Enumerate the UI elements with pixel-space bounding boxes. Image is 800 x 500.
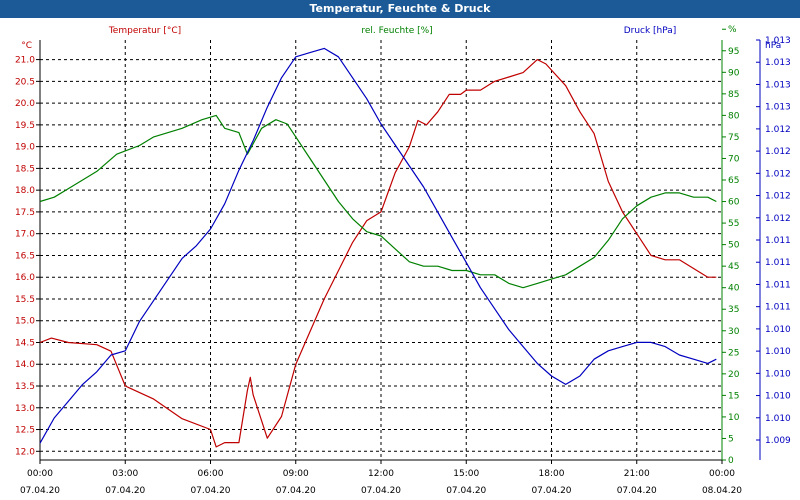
pressure-tick-label: 1.012 bbox=[765, 169, 791, 179]
x-tick-time: 12:00 bbox=[368, 469, 394, 479]
pressure-tick-label: 1.011 bbox=[765, 303, 791, 313]
pressure-tick-label: 1.013 bbox=[765, 36, 791, 46]
humidity-tick-label: 0 bbox=[728, 456, 734, 466]
temperature-tick-label: 15.5 bbox=[15, 295, 35, 305]
temperature-tick-label: 17.5 bbox=[15, 208, 35, 218]
temperature-tick-label: 12.5 bbox=[15, 426, 35, 436]
pressure-tick-label: 1.012 bbox=[765, 147, 791, 157]
pressure-tick-label: 1.013 bbox=[765, 103, 791, 113]
humidity-line bbox=[39, 114, 717, 289]
humidity-tick-label: 50 bbox=[728, 241, 740, 251]
temperature-tick-label: 15.0 bbox=[15, 317, 35, 327]
pressure-tick-label: 1.011 bbox=[765, 258, 791, 268]
x-tick-time: 18:00 bbox=[539, 469, 565, 479]
temperature-ticks: 12.0 12.5 13.0 13.5 14.0 14.5 15.0 15.5 16.0 16.5… bbox=[15, 56, 40, 457]
pressure-ticks: 1.009 1.010 1.010 1.010 1.010 1.010 1.011 1.011… bbox=[756, 36, 791, 446]
x-tick-time: 15:00 bbox=[453, 469, 479, 479]
x-tick-date: 07.04.20 bbox=[446, 486, 486, 496]
temperature-tick-label: 18.0 bbox=[15, 186, 35, 196]
pressure-tick-label: 1.011 bbox=[765, 236, 791, 246]
grid bbox=[40, 40, 722, 460]
x-axis-ticks: 00:00 07.04.20 03:00 07.04.20 06:00 07.04.20 0… bbox=[20, 460, 742, 496]
x-tick-time: 00:00 bbox=[27, 469, 53, 479]
x-tick-time: 00:00 bbox=[709, 469, 735, 479]
window-title: Temperatur, Feuchte & Druck bbox=[0, 0, 800, 18]
x-tick-time: 06:00 bbox=[198, 469, 224, 479]
humidity-tick-label: 85 bbox=[728, 90, 739, 100]
x-tick-date: 07.04.20 bbox=[276, 486, 316, 496]
temperature-tick-label: 13.5 bbox=[15, 382, 35, 392]
temperature-tick-label: 16.5 bbox=[15, 251, 35, 261]
x-tick-time: 21:00 bbox=[624, 469, 650, 479]
temperature-tick-label: 14.5 bbox=[15, 338, 35, 348]
humidity-tick-label: 20 bbox=[728, 370, 740, 380]
x-tick-date: 07.04.20 bbox=[617, 486, 657, 496]
humidity-ticks: 0 5 10 15 20 25 30 35 40 45 50 55 60 65 70 75 80 85 90 95% bbox=[722, 25, 740, 466]
humidity-tick-label: 30 bbox=[728, 327, 740, 337]
pressure-unit-label: hPa bbox=[765, 41, 781, 51]
pressure-tick-label: 1.010 bbox=[765, 325, 791, 335]
pressure-tick-label: 1.011 bbox=[765, 280, 791, 290]
temperature-tick-label: 19.5 bbox=[15, 121, 35, 131]
pressure-tick-label: 1.009 bbox=[765, 436, 791, 446]
x-tick-date: 07.04.20 bbox=[20, 486, 60, 496]
humidity-tick-label: 55 bbox=[728, 219, 739, 229]
humidity-tick-label: 35 bbox=[728, 305, 739, 315]
humidity-tick-label: 95 bbox=[728, 47, 739, 57]
x-tick-date: 07.04.20 bbox=[531, 486, 571, 496]
pressure-tick-label: 1.012 bbox=[765, 214, 791, 224]
x-tick-time: 09:00 bbox=[283, 469, 309, 479]
temperature-tick-label: 20.5 bbox=[15, 77, 35, 87]
pressure-tick-label: 1.012 bbox=[765, 125, 791, 135]
humidity-tick-label: 70 bbox=[728, 154, 740, 164]
temperature-tick-label: 21.0 bbox=[15, 56, 35, 66]
humidity-tick-label: 45 bbox=[728, 262, 739, 272]
temperature-unit-label: °C bbox=[21, 41, 32, 51]
temperature-tick-label: 20.0 bbox=[15, 99, 35, 109]
humidity-tick-label: % bbox=[728, 25, 737, 35]
x-tick-time: 03:00 bbox=[112, 469, 138, 479]
pressure-tick-label: 1.010 bbox=[765, 392, 791, 402]
temperature-line bbox=[39, 58, 717, 448]
humidity-tick-label: 25 bbox=[728, 348, 739, 358]
temperature-tick-label: 13.0 bbox=[15, 404, 35, 414]
pressure-tick-label: 1.010 bbox=[765, 347, 791, 357]
pressure-tick-label: 1.010 bbox=[765, 369, 791, 379]
temperature-tick-label: 19.0 bbox=[15, 143, 35, 153]
humidity-axis-title: rel. Feuchte [%] bbox=[361, 26, 432, 36]
humidity-tick-label: 65 bbox=[728, 176, 739, 186]
x-tick-date: 07.04.20 bbox=[361, 486, 401, 496]
pressure-tick-label: 1.013 bbox=[765, 58, 791, 68]
humidity-tick-label: 10 bbox=[728, 413, 740, 423]
x-tick-date: 08.04.20 bbox=[702, 486, 742, 496]
temperature-tick-label: 18.5 bbox=[15, 164, 35, 174]
humidity-tick-label: 15 bbox=[728, 391, 739, 401]
pressure-tick-label: 1.010 bbox=[765, 414, 791, 424]
pressure-tick-label: 1.012 bbox=[765, 192, 791, 202]
humidity-tick-label: 80 bbox=[728, 111, 740, 121]
pressure-axis-title: Druck [hPa] bbox=[624, 26, 677, 36]
temperature-tick-label: 12.0 bbox=[15, 447, 35, 457]
temperature-tick-label: 16.0 bbox=[15, 273, 35, 283]
pressure-line bbox=[39, 47, 717, 444]
pressure-tick-label: 1.013 bbox=[765, 80, 791, 90]
x-tick-date: 07.04.20 bbox=[190, 486, 230, 496]
humidity-tick-label: 90 bbox=[728, 68, 740, 78]
humidity-tick-label: 5 bbox=[728, 434, 734, 444]
temperature-tick-label: 14.0 bbox=[15, 360, 35, 370]
x-tick-date: 07.04.20 bbox=[105, 486, 145, 496]
humidity-tick-label: 60 bbox=[728, 198, 740, 208]
humidity-tick-label: 40 bbox=[728, 284, 740, 294]
temperature-tick-label: 17.0 bbox=[15, 230, 35, 240]
humidity-tick-label: 75 bbox=[728, 133, 739, 143]
temperature-axis-title: Temperatur [°C] bbox=[108, 26, 181, 36]
series-lines bbox=[39, 47, 717, 448]
